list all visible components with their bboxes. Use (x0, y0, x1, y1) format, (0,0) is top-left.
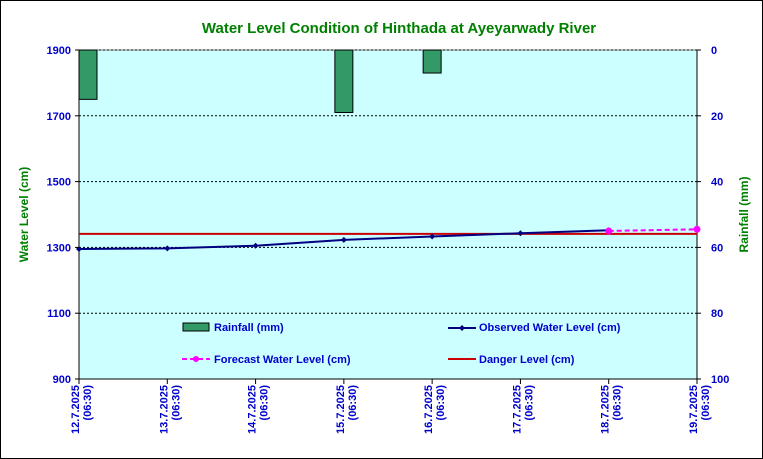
observed-point (340, 236, 347, 243)
x-tick-time: (06:30) (259, 385, 271, 421)
right-tick-label: 20 (711, 111, 723, 123)
legend-rainfall-label: Rainfall (mm) (214, 322, 284, 334)
left-tick-label: 1100 (47, 308, 71, 320)
x-tick-label-group: 15.7.2025 (06:30) (335, 385, 359, 434)
x-tick-time: (06:30) (82, 385, 94, 421)
x-tick-date: 19.7.2025 (688, 385, 700, 434)
x-tick-date: 18.7.2025 (600, 385, 612, 434)
legend-forecast-label: Forecast Water Level (cm) (214, 354, 351, 366)
observed-point (252, 242, 259, 249)
right-tick-label: 100 (711, 374, 729, 386)
x-tick-time: (06:30) (700, 385, 712, 421)
x-tick-label-group: 18.7.2025 (06:30) (600, 385, 624, 434)
chart-title: Water Level Condition of Hinthada at Aye… (202, 20, 596, 37)
legend-forecast-marker (193, 356, 199, 362)
forecast-point (693, 225, 701, 233)
plot-area (78, 49, 698, 380)
x-tick-label-group: 16.7.2025 (06:30) (423, 385, 447, 434)
left-tick-label: 900 (53, 374, 71, 386)
x-tick-label-group: 19.7.2025 (06:30) (688, 385, 712, 434)
left-tick-label: 1900 (47, 45, 71, 57)
x-tick-date: 14.7.2025 (247, 385, 259, 434)
x-tick-date: 13.7.2025 (158, 385, 170, 434)
x-tick-date: 16.7.2025 (423, 385, 435, 434)
legend-danger-label: Danger Level (cm) (479, 354, 575, 366)
left-tick-label: 1500 (47, 177, 71, 189)
x-tick-label-group: 13.7.2025 (06:30) (158, 385, 182, 434)
left-axis-title: Water Level (cm) (17, 167, 31, 263)
x-tick-time: (06:30) (435, 385, 447, 421)
legend-rainfall-swatch (182, 322, 210, 332)
forecast-point (605, 227, 613, 235)
rainfall-bar (334, 49, 354, 114)
forecast-water-level-line (608, 228, 698, 232)
x-tick-date: 17.7.2025 (511, 385, 523, 434)
rainfall-bar (78, 49, 98, 100)
x-tick-time: (06:30) (170, 385, 182, 421)
x-tick-label-group: 12.7.2025 (06:30) (70, 385, 94, 434)
observed-point (517, 230, 524, 237)
legend-observed-marker (459, 325, 465, 331)
x-tick-time: (06:30) (612, 385, 624, 421)
right-tick-label: 80 (711, 308, 723, 320)
right-axis-title: Rainfall (mm) (737, 176, 751, 252)
rainfall-bar (422, 49, 442, 74)
x-tick-label-group: 17.7.2025 (06:30) (511, 385, 535, 434)
observed-point (164, 245, 171, 252)
left-tick-label: 1700 (47, 111, 71, 123)
legend-observed-label: Observed Water Level (cm) (479, 322, 621, 334)
x-tick-label-group: 14.7.2025 (06:30) (247, 385, 271, 434)
right-tick-label: 60 (711, 242, 723, 254)
observed-point (429, 233, 436, 240)
left-tick-label: 1300 (47, 242, 71, 254)
right-tick-label: 40 (711, 177, 723, 189)
x-tick-time: (06:30) (523, 385, 535, 421)
x-tick-date: 15.7.2025 (335, 385, 347, 434)
x-tick-time: (06:30) (347, 385, 359, 421)
x-tick-date: 12.7.2025 (70, 385, 82, 434)
right-tick-label: 0 (711, 45, 717, 57)
